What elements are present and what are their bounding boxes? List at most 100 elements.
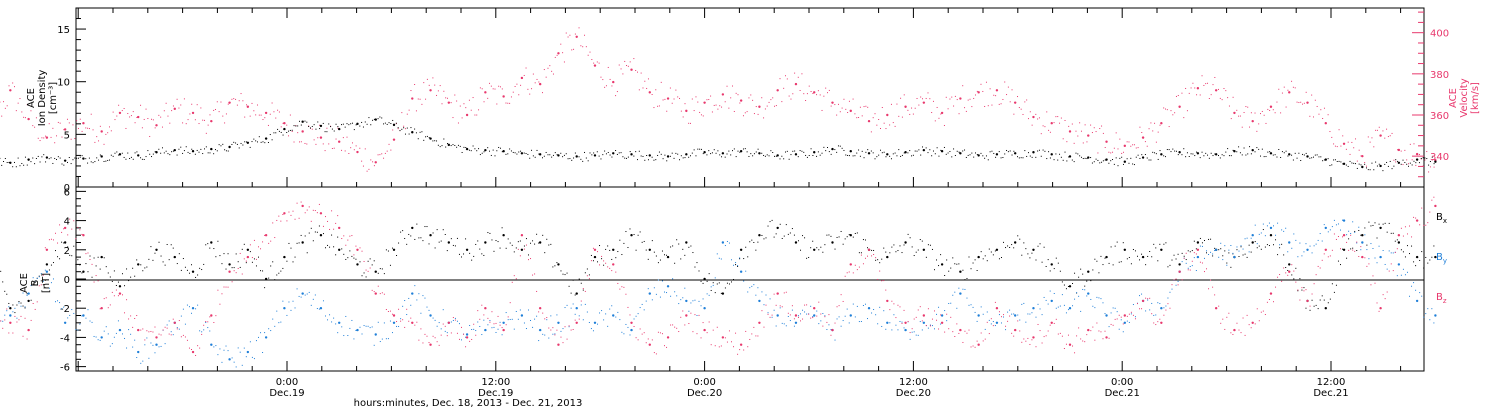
- velocity-sample: [713, 104, 715, 106]
- velocity-sample: [489, 82, 491, 84]
- density-sample: [437, 144, 439, 146]
- velocity-sample: [721, 106, 723, 108]
- by-sample: [1029, 313, 1031, 315]
- by-sample: [322, 300, 324, 302]
- by-sample: [605, 313, 607, 315]
- bz-sample: [349, 235, 351, 237]
- velocity-sample: [205, 132, 207, 134]
- velocity-sample: [812, 92, 814, 94]
- velocity-sample: [397, 128, 399, 130]
- bz-sample: [205, 321, 207, 323]
- velocity-sample: [784, 75, 786, 77]
- velocity-sample: [626, 64, 628, 66]
- bx-sample: [172, 247, 174, 249]
- bz-sample: [180, 336, 182, 338]
- density-sample: [39, 161, 41, 163]
- density-sample: [1298, 152, 1300, 154]
- by-sample: [950, 302, 952, 304]
- velocity-sample: [189, 113, 191, 115]
- by-sample: [901, 321, 903, 323]
- bx-sample: [1228, 252, 1230, 254]
- bx-sample: [666, 254, 668, 256]
- by-point: [1013, 314, 1017, 317]
- by-sample: [495, 331, 497, 333]
- velocity-sample: [227, 103, 229, 105]
- velocity-sample: [518, 94, 520, 96]
- density-sample: [1272, 154, 1274, 156]
- by-sample: [726, 240, 728, 242]
- density-sample: [660, 153, 662, 155]
- bx-sample: [889, 252, 891, 254]
- bz-sample: [757, 335, 759, 337]
- velocity-sample: [574, 33, 576, 35]
- bz-sample: [838, 305, 840, 307]
- velocity-sample: [1364, 162, 1366, 164]
- bx-sample: [452, 244, 454, 246]
- density-sample: [1159, 150, 1161, 152]
- velocity-sample: [63, 129, 65, 131]
- velocity-sample: [1356, 160, 1358, 162]
- by-sample: [1025, 321, 1027, 323]
- by-sample: [81, 315, 83, 317]
- bz-sample: [925, 324, 927, 326]
- by-sample: [1139, 295, 1141, 297]
- bz-sample: [424, 333, 426, 335]
- velocity-sample: [510, 96, 512, 98]
- bx-sample: [353, 257, 355, 259]
- bx-point: [630, 233, 633, 237]
- velocity-sample: [1323, 107, 1325, 109]
- density-sample: [848, 155, 850, 157]
- bz-sample: [883, 280, 885, 282]
- density-sample: [404, 133, 406, 135]
- bz-sample: [1392, 270, 1394, 272]
- by-sample: [225, 345, 227, 347]
- bx-sample: [97, 256, 99, 258]
- velocity-sample: [216, 101, 218, 103]
- bx-sample: [633, 234, 635, 236]
- bz-sample: [452, 317, 454, 319]
- bx-sample: [1329, 298, 1331, 300]
- velocity-sample: [1154, 122, 1156, 124]
- bz-sample: [694, 314, 696, 316]
- density-sample: [1364, 163, 1366, 165]
- bx-sample: [408, 233, 410, 235]
- velocity-sample: [909, 113, 911, 115]
- by-sample: [917, 334, 919, 336]
- by-sample: [501, 334, 503, 336]
- velocity-sample: [39, 140, 41, 142]
- bx-sample: [1005, 247, 1007, 249]
- by-sample: [970, 304, 972, 306]
- velocity-point: [886, 113, 889, 117]
- density-point: [155, 151, 158, 154]
- bz-sample: [1132, 314, 1134, 316]
- velocity-sample: [1407, 163, 1409, 165]
- by-sample: [860, 320, 862, 322]
- velocity-sample: [1227, 97, 1229, 99]
- by-sample: [1171, 288, 1173, 290]
- by-sample: [964, 288, 966, 290]
- bz-sample: [826, 321, 828, 323]
- density-sample: [353, 129, 355, 131]
- velocity-sample: [1018, 107, 1020, 109]
- density-sample: [638, 150, 640, 152]
- density-sample: [108, 159, 110, 161]
- bx-sample: [544, 252, 546, 254]
- density-sample: [1002, 156, 1004, 158]
- bz-sample: [1120, 316, 1122, 318]
- by-sample: [1356, 242, 1358, 244]
- density-sample: [300, 124, 302, 126]
- bz-sample: [75, 238, 77, 240]
- velocity-point: [411, 97, 414, 100]
- by-sample: [716, 253, 718, 255]
- by-sample: [1035, 316, 1037, 318]
- density-sample: [267, 141, 269, 143]
- bz-sample: [1037, 323, 1039, 325]
- bz-sample: [12, 332, 14, 334]
- velocity-sample: [775, 105, 777, 107]
- density-sample: [711, 152, 713, 154]
- by-sample: [1246, 237, 1248, 239]
- density-sample: [377, 118, 379, 120]
- bz-sample: [968, 329, 970, 331]
- density-sample: [940, 149, 942, 151]
- velocity-sample: [932, 100, 934, 102]
